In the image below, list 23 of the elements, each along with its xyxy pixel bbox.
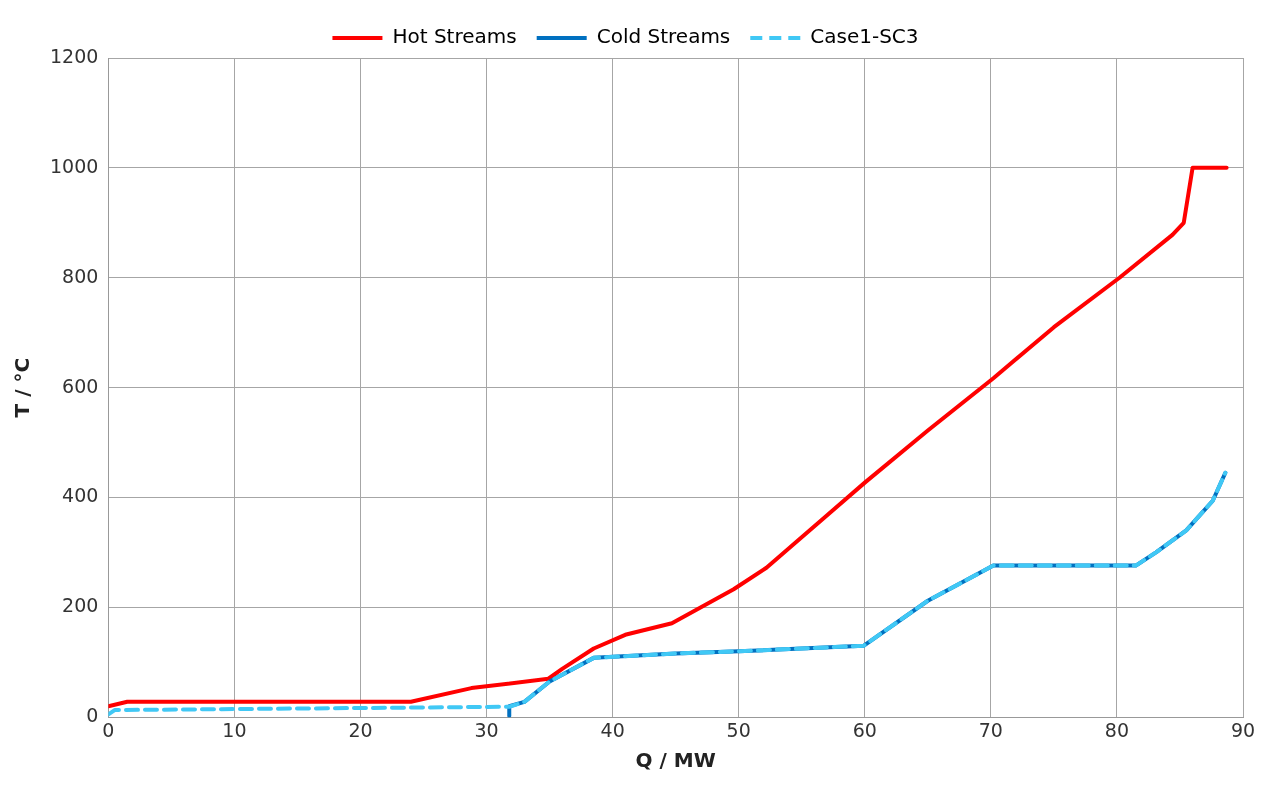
x-tick-label: 80 [1104,718,1130,741]
legend-label: Hot Streams [392,24,517,49]
y-tick-label: 800 [62,264,99,287]
x-tick-label: 70 [978,718,1003,741]
x-tick-label: 90 [1230,718,1256,741]
y-tick-label: 0 [86,704,99,727]
y-axis-title: T / °C [10,357,35,418]
legend-label: Cold Streams [596,24,731,49]
y-tick-label: 1200 [49,44,99,67]
y-tick-label: 600 [62,374,99,397]
y-tick-label: 200 [62,594,99,617]
x-axis-title: Q / MW [635,748,716,773]
y-tick-label: 400 [62,484,99,507]
x-tick-label: 30 [474,718,499,741]
x-tick-label: 10 [222,718,247,741]
legend-label: Case1-SC3 [810,24,919,49]
x-tick-label: 50 [726,718,751,741]
x-tick-label: 20 [348,718,373,741]
x-tick-label: 40 [600,718,625,741]
x-tick-label: 60 [852,718,877,741]
line-series [108,470,1228,717]
y-tick-label: 1000 [49,154,99,177]
x-tick-label: 0 [102,718,115,741]
